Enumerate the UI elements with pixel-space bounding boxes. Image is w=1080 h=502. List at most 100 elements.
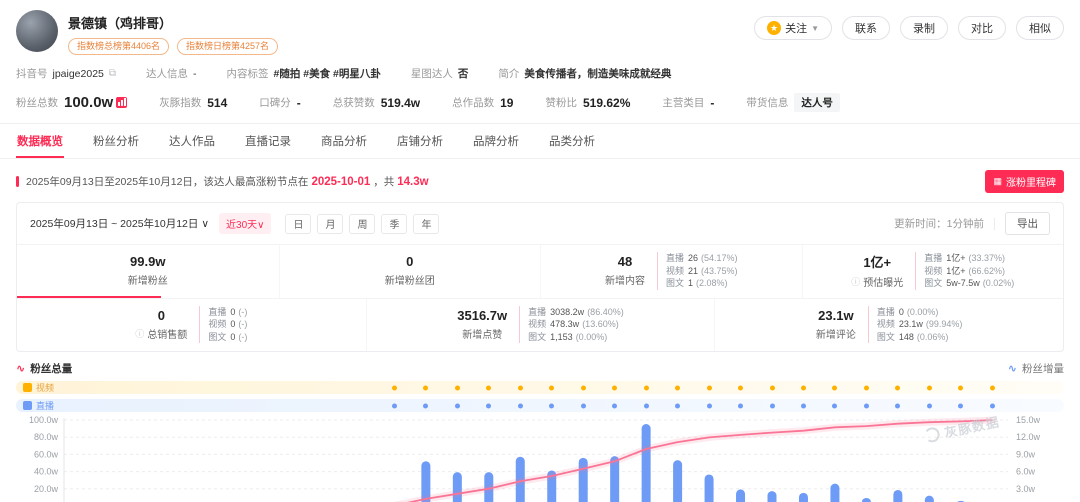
info-icon[interactable]: ⓘ: [851, 277, 861, 288]
stat-value: -: [710, 95, 715, 110]
svg-text:9.0w: 9.0w: [1016, 449, 1036, 459]
stat-value: 514: [207, 95, 228, 110]
breakdown-row: 图文 5w-7.5w (0.02%): [924, 278, 1015, 288]
breakdown-row: 视频 478.3w (13.60%): [528, 319, 619, 329]
notice-mid: ，共: [373, 176, 395, 188]
profile-field: 简介 美食传播者，制造美味成就经典: [498, 66, 671, 81]
event-dot: [454, 403, 460, 408]
profile-field: 抖音号 jpaige2025 ⧉: [16, 66, 116, 81]
chart-title-left: 粉丝总量: [30, 363, 73, 375]
card-breakdown: 直播 1亿+ (33.37%) 视频 1亿+ (66.62%) 图文 5w-7.5w (0.02…: [915, 252, 1014, 290]
field-label: 简介: [498, 68, 520, 80]
stat-label: 带货信息: [746, 97, 789, 109]
video-lane-label: 视频: [36, 383, 55, 393]
event-dot: [517, 403, 523, 408]
tab-粉丝分析[interactable]: 粉丝分析: [93, 136, 139, 148]
milestone-label: 涨粉里程碑: [1006, 178, 1056, 189]
event-dot: [706, 403, 712, 408]
breakdown-row: 视频 1亿+ (66.62%): [924, 265, 1006, 276]
profile-stat: 粉丝总数 100.0w: [16, 94, 128, 111]
event-dot: [391, 385, 397, 390]
summary-card[interactable]: 3516.7w 新增点赞 直播 3038.2w (86.40%) 视频 478.3w (13.…: [365, 298, 715, 351]
breakdown-row: 图文 148 (0.06%): [876, 331, 949, 342]
period-button-季[interactable]: 季: [381, 213, 408, 234]
record-label: 录制: [913, 23, 935, 35]
notice-accent-bar: [16, 176, 19, 187]
breakdown-row: 图文 1 (2.08%): [665, 278, 728, 288]
chart-tab-fan-growth[interactable]: ∿ 粉丝增量: [1008, 361, 1064, 376]
tab-品类分析[interactable]: 品类分析: [549, 136, 595, 148]
compare-button[interactable]: 对比: [958, 16, 1006, 40]
tab-品牌分析[interactable]: 品牌分析: [473, 136, 519, 148]
account-type-tag: 达人号: [794, 93, 840, 112]
follow-label: 关注: [785, 23, 808, 35]
video-legend-icon: [23, 383, 32, 392]
chart-tab-total-fans[interactable]: ∿ 粉丝总量: [16, 361, 72, 376]
contact-button[interactable]: 联系: [842, 16, 890, 40]
summary-card[interactable]: 99.9w 新增粉丝: [17, 245, 279, 298]
notice-text: 2025年09月13日至2025年10月12日，该达人最高涨粉节点在: [26, 176, 309, 188]
card-breakdown: 直播 3038.2w (86.40%) 视频 478.3w (13.60%) 图文 1,153…: [519, 305, 624, 343]
copy-icon[interactable]: ⧉: [108, 68, 117, 79]
similar-button[interactable]: 相似: [1016, 16, 1064, 40]
profile-stat: 主营类目 -: [662, 95, 714, 110]
stat-label: 粉丝总数: [16, 97, 58, 109]
field-value: 美食传播者，制造美味成就经典: [524, 68, 672, 80]
summary-card[interactable]: 23.1w 新增评论 直播 0 (0.00%) 视频 23.1w (99.94%) 图文 148(…: [714, 298, 1063, 351]
quick-range-30d[interactable]: 近30天∨: [219, 213, 272, 234]
breakdown-row: 直播 0 (0.00%): [876, 306, 939, 317]
summary-card[interactable]: 0 ⓘ 总销售额 直播 0 (-) 视频 0 (-) 图文 0 (-): [17, 299, 366, 352]
card-value: 23.1w: [818, 307, 854, 323]
card-value: 3516.7w: [457, 307, 508, 323]
breakdown-row: 视频 0 (-): [208, 319, 248, 329]
tab-达人作品[interactable]: 达人作品: [169, 136, 215, 148]
header-actions: ★ 关注 ▼ 联系 录制 对比 相似: [754, 16, 1064, 40]
chevron-down-icon: ▼: [811, 23, 819, 33]
svg-text:60.0w: 60.0w: [34, 449, 59, 459]
summary-card[interactable]: 48 新增内容 直播 26 (54.17%) 视频 21 (43.75%) 图文 1 (2.08%): [540, 245, 802, 298]
rank-badge: 指数榜日榜第4257名: [177, 38, 279, 55]
period-button-月[interactable]: 月: [317, 213, 344, 234]
follow-button[interactable]: ★ 关注 ▼: [754, 16, 832, 40]
event-dot: [675, 403, 681, 408]
record-button[interactable]: 录制: [900, 16, 948, 40]
live-event-lane: 直播: [16, 399, 1064, 412]
card-label: 预估曝光: [863, 278, 904, 290]
event-dot: [769, 385, 775, 390]
event-dot: [580, 385, 586, 390]
summary-card[interactable]: 1亿+ ⓘ 预估曝光 直播 1亿+ (33.37%) 视频 1亿+ (66.62%) 图文 5w-7…: [801, 245, 1064, 298]
period-button-年[interactable]: 年: [413, 213, 440, 234]
info-icon[interactable]: ⓘ: [135, 328, 145, 339]
event-dot: [391, 403, 397, 408]
event-dot: [423, 403, 429, 408]
stat-label: 主营类目: [662, 97, 705, 109]
tab-店铺分析[interactable]: 店铺分析: [397, 136, 443, 148]
breakdown-row: 视频 23.1w (99.94%): [876, 319, 963, 329]
period-button-日[interactable]: 日: [285, 213, 312, 234]
tab-数据概览[interactable]: 数据概览: [16, 124, 64, 158]
overview-panel: 2025年09月13日 ~ 2025年10月12日 ∨ 近30天∨ 日月周季年 …: [16, 202, 1064, 352]
card-label: 新增粉丝团: [384, 276, 435, 288]
tab-直播记录[interactable]: 直播记录: [245, 136, 291, 148]
milestone-button[interactable]: ▦ 涨粉里程碑: [985, 170, 1064, 193]
field-label: 内容标签: [226, 68, 269, 80]
tab-商品分析[interactable]: 商品分析: [321, 136, 367, 148]
event-dot: [738, 385, 744, 390]
profile-field: 内容标签 #随拍 #美食 #明星八卦: [227, 66, 381, 81]
event-dot: [643, 403, 649, 408]
stat-label: 总获赞数: [332, 97, 375, 109]
event-dot: [643, 385, 649, 390]
profile-info-row: 抖音号 jpaige2025 ⧉ 达人信息 - 内容标签 #随拍 #美食 #明星八卦 星图达人…: [0, 66, 1080, 81]
card-breakdown: 直播 0 (0.00%) 视频 23.1w (99.94%) 图文 148 (0.06%): [867, 305, 963, 343]
contact-label: 联系: [855, 23, 877, 35]
wave-icon: ∿: [1007, 363, 1017, 375]
field-value: jpaige2025: [52, 67, 104, 80]
date-range-select[interactable]: 2025年09月13日 ~ 2025年10月12日 ∨: [30, 218, 210, 230]
export-button[interactable]: 导出: [1005, 212, 1050, 235]
profile-stat: 赞粉比 519.62%: [545, 95, 630, 110]
summary-card[interactable]: 0 新增粉丝团: [278, 245, 541, 298]
field-value: -: [193, 67, 197, 80]
period-buttons: 日月周季年: [285, 213, 440, 234]
breakdown-row: 直播 26 (54.17%): [665, 253, 738, 263]
period-button-周[interactable]: 周: [349, 213, 376, 234]
